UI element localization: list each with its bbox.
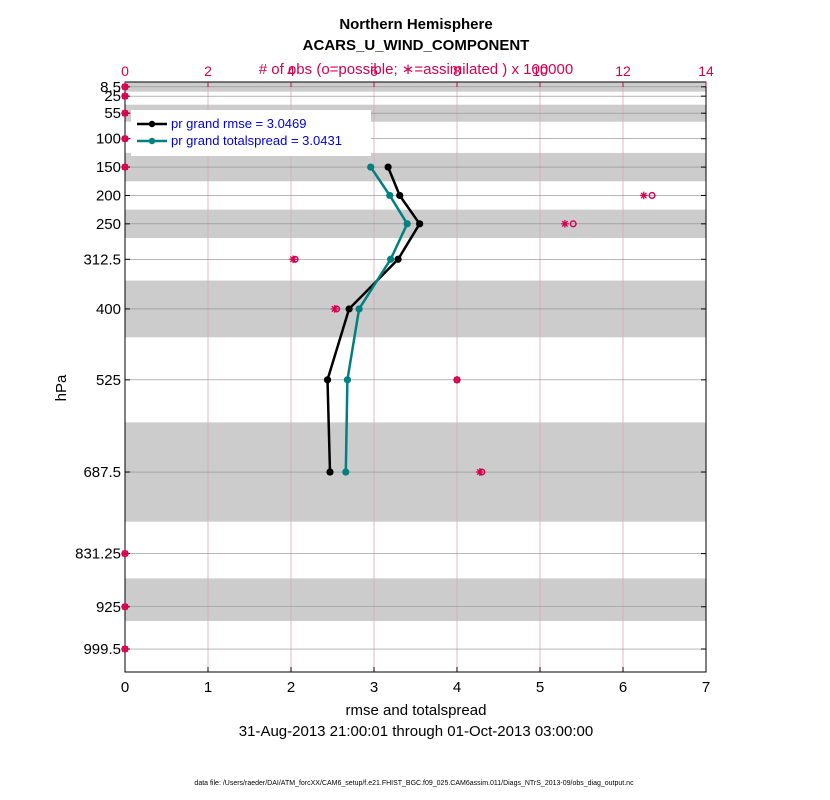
series-1-point-2 [403, 220, 411, 228]
horizontal-gridlines [125, 86, 706, 650]
obs-assimilated-0-stroke-3 [121, 83, 129, 90]
series-1-point-3 [387, 255, 395, 263]
series-1-point-5 [343, 376, 352, 384]
obs-assimilated-12 [121, 602, 129, 611]
date-range-label: 31-Aug-2013 21:00:01 through 01-Oct-2013… [239, 723, 593, 740]
obs-assimilated-8-stroke-3 [331, 305, 338, 313]
bottom-tick-label-1: 1 [204, 679, 212, 696]
top-tick-label-5: 10 [532, 63, 548, 79]
series-0-point-6 [326, 468, 334, 476]
series-0-point-0 [384, 163, 392, 171]
top-tick-label-4: 8 [453, 63, 461, 79]
obs-assimilated-3-stroke-3 [121, 135, 129, 142]
obs-assimilated-0 [121, 83, 129, 91]
obs-assimilated-6 [561, 220, 569, 228]
obs-assimilated-10 [476, 468, 484, 476]
obs-assimilated-9-stroke-3 [453, 376, 461, 383]
obs-possible-5 [648, 191, 656, 200]
top-tick-label-3: 6 [370, 63, 378, 79]
top-tick-label-0: 0 [121, 63, 129, 79]
series-0-point-3 [394, 255, 402, 263]
obs-count-markers [121, 83, 656, 653]
bottom-tick-label-6: 6 [619, 679, 627, 696]
legend: pr grand rmse = 3.0469 pr grand totalspr… [131, 110, 371, 156]
series-0-point-4 [345, 305, 353, 313]
obs-assimilated-2-stroke-3 [121, 110, 129, 117]
series-0-point-5 [323, 376, 332, 384]
obs-assimilated-5-stroke-3 [640, 192, 647, 199]
obs-assimilated-1-stroke-3 [121, 93, 129, 100]
bottom-tick-label-3: 3 [370, 679, 378, 696]
obs-assimilated-12-stroke-3 [121, 603, 129, 610]
obs-assimilated-9 [453, 376, 461, 384]
top-axis-label: # of obs (o=possible; ∗=assimilated ) x … [259, 61, 573, 78]
bottom-tick-label-7: 7 [702, 679, 710, 696]
obs-assimilated-7 [289, 255, 297, 264]
left-tick-label-4: 150 [96, 159, 121, 176]
chart-subtitle: ACARS_U_WIND_COMPONENT [303, 37, 530, 54]
y-axis-label: hPa [53, 374, 70, 401]
plot-area-frame [124, 81, 707, 673]
legend-box [131, 110, 371, 156]
chart-title: Northern Hemisphere [339, 16, 492, 33]
series-1-point-0 [367, 163, 375, 171]
obs-assimilated-2 [121, 109, 129, 118]
series-1-point-1 [386, 191, 394, 200]
obs-assimilated-11 [121, 549, 129, 558]
bottom-tick-label-2: 2 [287, 679, 295, 696]
left-tick-label-0: 8.5 [100, 79, 121, 96]
shaded-band-6 [125, 578, 706, 621]
bottom-tick-label-0: 0 [121, 679, 129, 696]
top-tick-label-6: 12 [615, 63, 631, 79]
obs-assimilated-13 [121, 645, 129, 653]
legend-rmse-marker [148, 120, 156, 128]
obs-possible-6 [569, 220, 577, 228]
bottom-tick-label-4: 4 [453, 679, 461, 696]
obs-assimilated-8 [330, 305, 339, 313]
legend-spread-label: pr grand totalspread = 3.0431 [171, 133, 342, 148]
obs-assimilated-13-stroke-3 [121, 645, 129, 653]
obs-assimilated-7-stroke-3 [289, 256, 297, 263]
obs-assimilated-5 [639, 191, 648, 200]
left-tick-label-1: 25 [104, 88, 121, 105]
series-1-point-4 [355, 305, 363, 313]
shaded-bands [125, 82, 706, 621]
footer-data-file: data file: /Users/raeder/DAI/ATM_forcXX/… [194, 780, 634, 787]
left-tick-label-13: 999.5 [83, 641, 121, 658]
left-tick-label-5: 200 [96, 187, 121, 204]
series-0-point-2 [416, 220, 424, 228]
left-tick-label-2: 55 [104, 105, 121, 122]
series-0-point-1 [396, 191, 404, 200]
left-tick-label-6: 250 [96, 216, 121, 233]
left-tick-label-12: 925 [96, 599, 121, 616]
obs-assimilated-4 [121, 163, 129, 171]
left-tick-label-11: 831.25 [75, 546, 121, 563]
legend-spread-marker [148, 137, 156, 145]
series-layer [323, 163, 424, 476]
left-tick-label-8: 400 [96, 301, 121, 318]
left-tick-label-3: 100 [96, 131, 121, 148]
top-tick-label-7: 14 [698, 63, 714, 79]
top-tick-label-2: 4 [287, 63, 295, 79]
left-tick-label-10: 687.5 [83, 464, 121, 481]
x-axis-label: rmse and totalspread [346, 702, 487, 719]
left-tick-label-9: 525 [96, 372, 121, 389]
obs-assimilated-4-stroke-3 [121, 163, 129, 171]
left-tick-label-7: 312.5 [83, 251, 121, 268]
obs-assimilated-3 [121, 134, 129, 143]
obs-assimilated-1 [121, 92, 129, 100]
top-tick-label-1: 2 [204, 63, 212, 79]
bottom-tick-label-5: 5 [536, 679, 544, 696]
obs-assimilated-6-stroke-3 [561, 220, 569, 227]
series-1-point-6 [342, 468, 350, 476]
obs-assimilated-11-stroke-3 [121, 550, 129, 557]
bottom-axis-ticks: 0 1 2 3 4 5 6 7 [121, 667, 710, 696]
legend-rmse-label: pr grand rmse = 3.0469 [171, 116, 307, 131]
obs-assimilated-10-stroke-3 [476, 468, 483, 476]
